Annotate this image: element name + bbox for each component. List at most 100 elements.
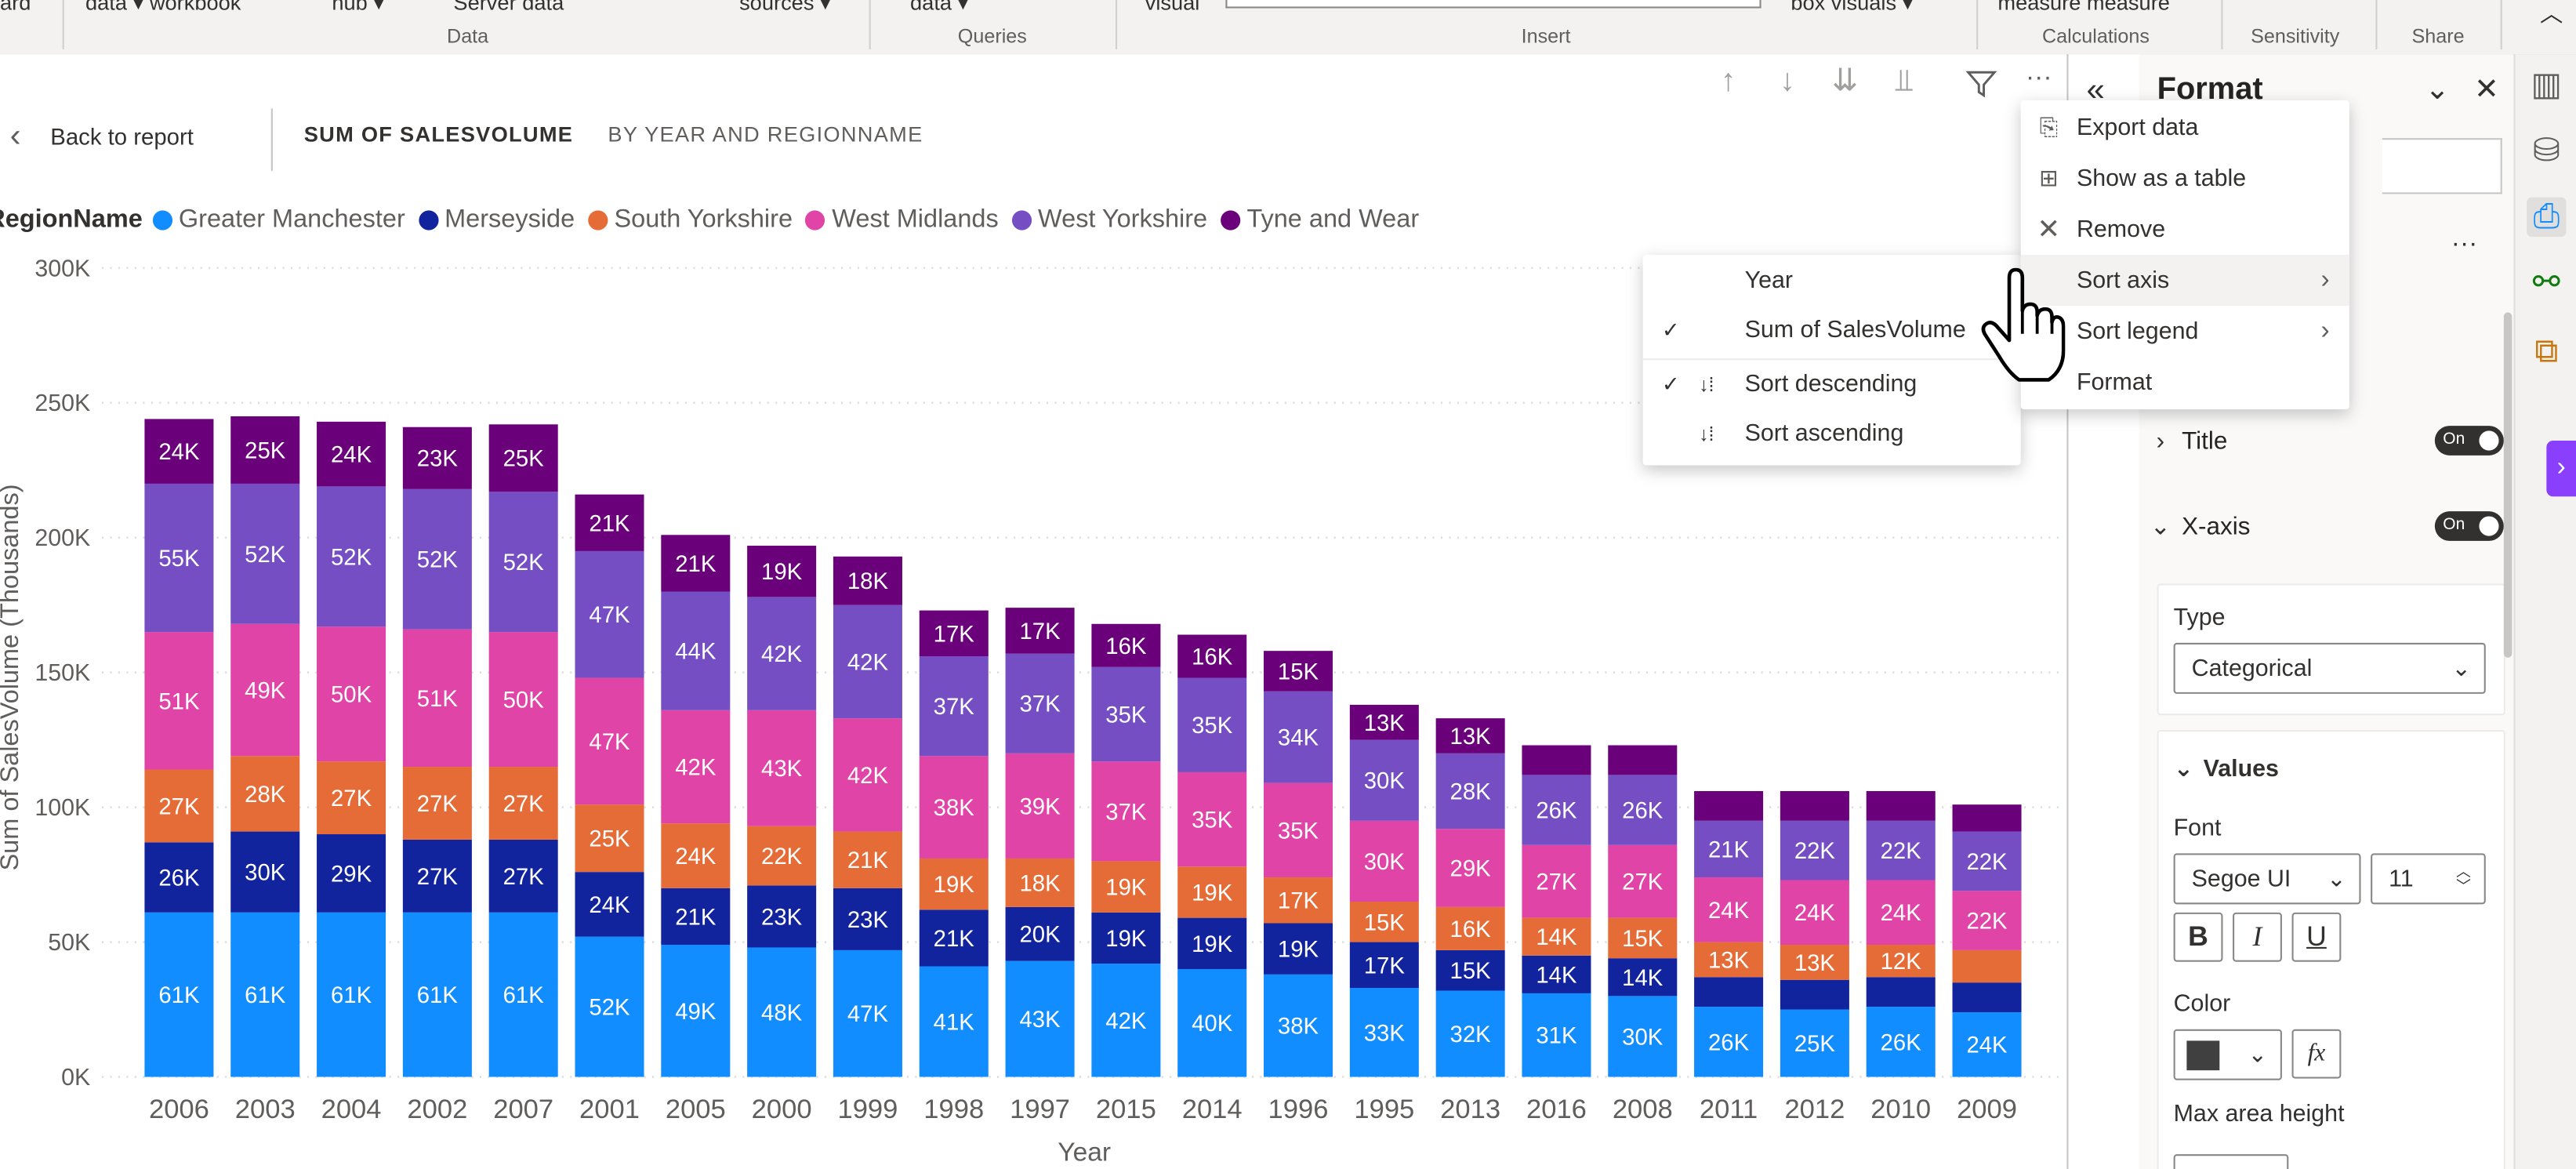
bar-segment[interactable] <box>402 767 472 840</box>
back-to-report-button[interactable]: ‹ Back to report <box>10 115 194 158</box>
bar-segment[interactable] <box>1435 990 1505 1077</box>
more-options-icon[interactable]: ··· <box>2451 230 2478 259</box>
fx-button[interactable]: fx <box>2291 1029 2342 1079</box>
expand-copilot-tab[interactable]: › <box>2546 440 2576 497</box>
bar-segment[interactable] <box>1349 704 1419 740</box>
bar-segment[interactable] <box>1866 977 1936 1007</box>
bar-segment[interactable] <box>1952 804 2022 832</box>
bar-segment[interactable] <box>1091 861 1161 913</box>
bar-segment[interactable] <box>1177 968 1247 1077</box>
ribbon-dropdown-box[interactable] <box>1225 0 1761 9</box>
bar-segment[interactable] <box>144 632 214 770</box>
bar-segment[interactable] <box>1264 974 1333 1077</box>
bar-segment[interactable] <box>1435 906 1505 950</box>
bar-segment[interactable] <box>1091 912 1161 964</box>
data-icon[interactable]: ⛁ <box>2532 133 2560 169</box>
expand-hierarchy-icon[interactable]: ⫫ <box>1895 64 1914 99</box>
bar-segment[interactable] <box>661 945 731 1077</box>
bar-segment[interactable] <box>488 767 558 840</box>
bar-segment[interactable] <box>488 492 558 633</box>
bar-segment[interactable] <box>1694 942 1764 978</box>
bar-segment[interactable] <box>317 834 386 913</box>
bar-segment[interactable] <box>144 483 214 633</box>
stacked-column-chart[interactable]: 0K 50K 100K 150K 200K 250K 300K Sum of SalesVol… <box>0 247 2066 1169</box>
remove-item[interactable]: ✕ Remove <box>2021 204 2349 255</box>
font-size-stepper[interactable]: 11 ︿ ﹀ <box>2371 853 2486 905</box>
sort-descending-item[interactable]: ✓ ↓⁞ Sort descending <box>1643 360 2021 409</box>
drill-up-icon[interactable]: ↑ <box>1720 64 1736 99</box>
bar-segment[interactable] <box>1349 739 1419 821</box>
bar-segment[interactable] <box>661 710 731 824</box>
collapse-pane-icon[interactable]: « <box>2086 72 2105 109</box>
bar-segment[interactable] <box>317 912 386 1077</box>
legend-item[interactable]: West Midlands <box>805 205 999 235</box>
title-toggle[interactable]: On <box>2434 426 2504 456</box>
font-family-dropdown[interactable]: Segoe UI ⌄ <box>2173 853 2361 905</box>
ribbon-item[interactable]: hub ▾ <box>332 0 385 15</box>
bar-segment[interactable] <box>1005 858 1075 907</box>
bar-segment[interactable] <box>747 826 817 886</box>
bar-segment[interactable] <box>1177 634 1247 678</box>
format-visual-icon[interactable]: ⎙ <box>2527 197 2567 237</box>
legend-item[interactable]: Merseyside <box>418 205 575 235</box>
bar-segment[interactable] <box>1264 782 1333 878</box>
bar-segment[interactable] <box>575 872 644 937</box>
bar-segment[interactable] <box>144 842 214 913</box>
bar-segment[interactable] <box>919 756 989 859</box>
bar-segment[interactable] <box>1608 917 1678 959</box>
bar-segment[interactable] <box>1177 771 1247 867</box>
bar-segment[interactable] <box>317 421 386 487</box>
bar-segment[interactable] <box>1091 666 1161 762</box>
bar-segment[interactable] <box>1177 677 1247 772</box>
bar-segment[interactable] <box>230 756 300 832</box>
bar-segment[interactable] <box>1608 958 1678 997</box>
next-level-icon[interactable]: ⇊ <box>1831 64 1859 99</box>
color-picker[interactable]: ⌄ <box>2173 1029 2282 1080</box>
bar-segment[interactable] <box>1694 1007 1764 1077</box>
bar-segment[interactable] <box>1608 996 1678 1077</box>
bar-segment[interactable] <box>1780 790 1849 821</box>
bar-segment[interactable] <box>919 858 989 910</box>
bar-segment[interactable] <box>230 623 300 757</box>
bar-segment[interactable] <box>1694 820 1764 878</box>
bar-segment[interactable] <box>1264 923 1333 975</box>
bar-segment[interactable] <box>1091 623 1161 667</box>
more-options-icon[interactable]: ··· <box>2025 64 2052 93</box>
bar-segment[interactable] <box>1177 917 1247 969</box>
bar-segment[interactable] <box>833 949 902 1077</box>
ribbon-item[interactable]: Server data <box>453 0 564 15</box>
ribbon-item[interactable]: box visuals ▾ <box>1791 0 1914 15</box>
bar-segment[interactable] <box>747 885 817 948</box>
format-item[interactable]: Format <box>2021 357 2349 408</box>
bar-segment[interactable] <box>402 427 472 489</box>
bar-segment[interactable] <box>1435 718 1505 753</box>
bar-segment[interactable] <box>1522 775 1591 845</box>
bar-segment[interactable] <box>747 710 817 826</box>
xaxis-section[interactable]: ⌄ X-axis On <box>2139 489 2511 563</box>
bar-segment[interactable] <box>1952 891 2022 950</box>
bar-segment[interactable] <box>833 718 902 832</box>
bar-segment[interactable] <box>1780 945 1849 980</box>
bar-segment[interactable] <box>833 831 902 888</box>
bar-segment[interactable] <box>833 604 902 719</box>
bar-segment[interactable] <box>661 535 731 592</box>
values-section[interactable]: ⌄ Values <box>2174 757 2279 783</box>
legend-item[interactable]: Tyne and Wear <box>1220 205 1419 235</box>
bold-button[interactable]: B <box>2173 912 2223 962</box>
bar-segment[interactable] <box>575 494 644 551</box>
sort-axis-item[interactable]: Sort axis › <box>2020 255 2349 307</box>
bar-segment[interactable] <box>1780 880 1849 946</box>
sort-by-salesvolume-item[interactable]: ✓ Sum of SalesVolume <box>1643 306 2021 355</box>
ribbon-item[interactable]: ard <box>0 0 31 15</box>
bar-segment[interactable] <box>488 632 558 768</box>
bar-segment[interactable] <box>575 677 644 805</box>
bar-segment[interactable] <box>1866 1007 1936 1077</box>
filters-icon[interactable]: ⚯ <box>2532 264 2560 301</box>
bar-segment[interactable] <box>1349 988 1419 1077</box>
bar-segment[interactable] <box>144 912 214 1077</box>
bar-segment[interactable] <box>575 936 644 1077</box>
bar-segment[interactable] <box>402 488 472 630</box>
bar-segment[interactable] <box>919 656 989 757</box>
bar-segment[interactable] <box>1264 691 1333 783</box>
bar-segment[interactable] <box>1435 949 1505 991</box>
